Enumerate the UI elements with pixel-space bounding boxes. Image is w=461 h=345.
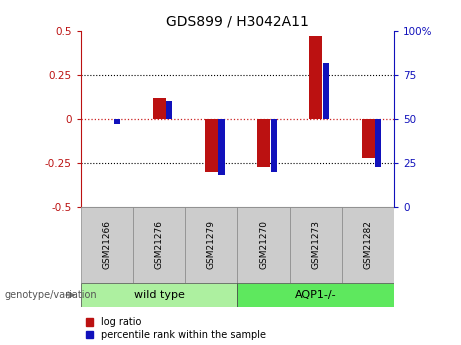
Bar bbox=[81, 283, 237, 307]
Text: GSM21270: GSM21270 bbox=[259, 220, 268, 269]
Text: GSM21276: GSM21276 bbox=[154, 220, 164, 269]
Bar bbox=[185, 207, 237, 283]
Bar bbox=[375, 119, 381, 167]
Bar bbox=[323, 63, 329, 119]
Text: GSM21273: GSM21273 bbox=[311, 220, 320, 269]
Bar bbox=[257, 119, 270, 167]
Bar bbox=[361, 119, 374, 158]
Legend: log ratio, percentile rank within the sample: log ratio, percentile rank within the sa… bbox=[86, 317, 266, 340]
Bar bbox=[114, 119, 120, 124]
Text: GSM21266: GSM21266 bbox=[102, 220, 111, 269]
Bar bbox=[309, 36, 322, 119]
Bar bbox=[237, 283, 394, 307]
Bar bbox=[153, 98, 165, 119]
Bar bbox=[166, 101, 172, 119]
Text: GSM21282: GSM21282 bbox=[364, 220, 372, 269]
Text: wild type: wild type bbox=[134, 290, 184, 300]
Bar bbox=[219, 119, 225, 175]
Bar bbox=[205, 119, 218, 172]
Bar bbox=[237, 207, 290, 283]
Title: GDS899 / H3042A11: GDS899 / H3042A11 bbox=[166, 14, 309, 29]
Text: genotype/variation: genotype/variation bbox=[5, 290, 97, 300]
Bar bbox=[342, 207, 394, 283]
Text: GSM21279: GSM21279 bbox=[207, 220, 216, 269]
Text: AQP1-/-: AQP1-/- bbox=[295, 290, 337, 300]
Bar bbox=[271, 119, 277, 172]
Bar bbox=[81, 207, 133, 283]
Bar bbox=[133, 207, 185, 283]
Bar bbox=[290, 207, 342, 283]
